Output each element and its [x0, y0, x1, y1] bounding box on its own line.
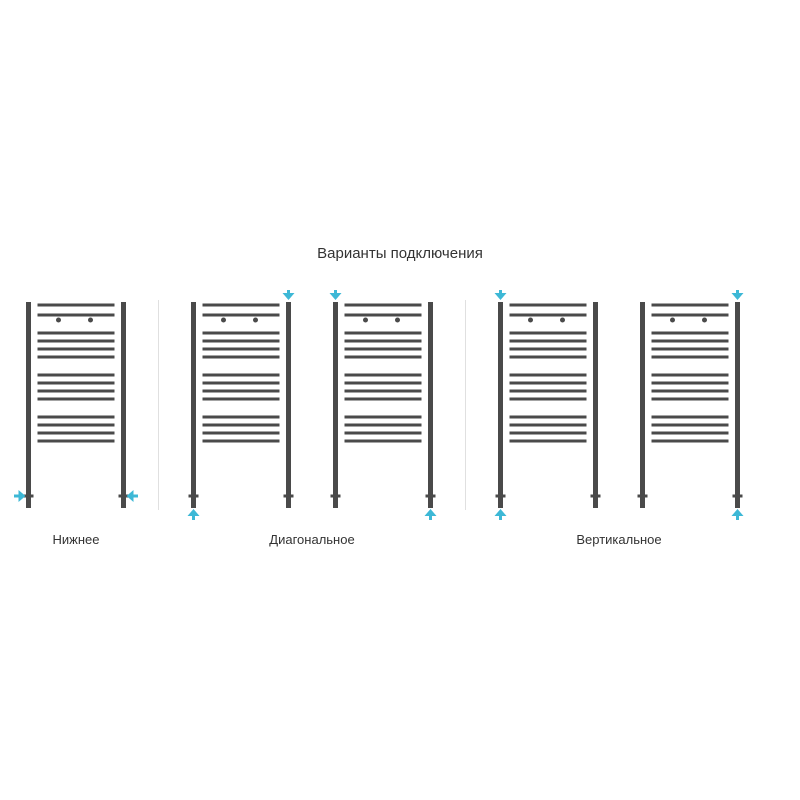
diagram-page: Варианты подключения Нижнее Диагональное В…	[0, 0, 800, 800]
radiator-row	[14, 290, 138, 520]
radiator-row	[179, 290, 445, 520]
groups-row: Нижнее Диагональное Вертикальное	[0, 290, 800, 550]
radiator-diagram	[179, 290, 303, 520]
diagram-title: Варианты подключения	[0, 245, 800, 262]
group-label: Нижнее	[53, 532, 100, 547]
connection-group: Диагональное	[165, 290, 459, 550]
radiator-diagram	[321, 290, 445, 520]
connection-group: Нижнее	[0, 290, 152, 550]
radiator-diagram	[14, 290, 138, 520]
radiator-diagram	[628, 290, 752, 520]
radiator-diagram	[486, 290, 610, 520]
group-separator	[465, 300, 466, 510]
group-separator	[158, 300, 159, 510]
radiator-row	[486, 290, 752, 520]
group-label: Вертикальное	[576, 532, 661, 547]
connection-group: Вертикальное	[472, 290, 766, 550]
group-label: Диагональное	[269, 532, 354, 547]
